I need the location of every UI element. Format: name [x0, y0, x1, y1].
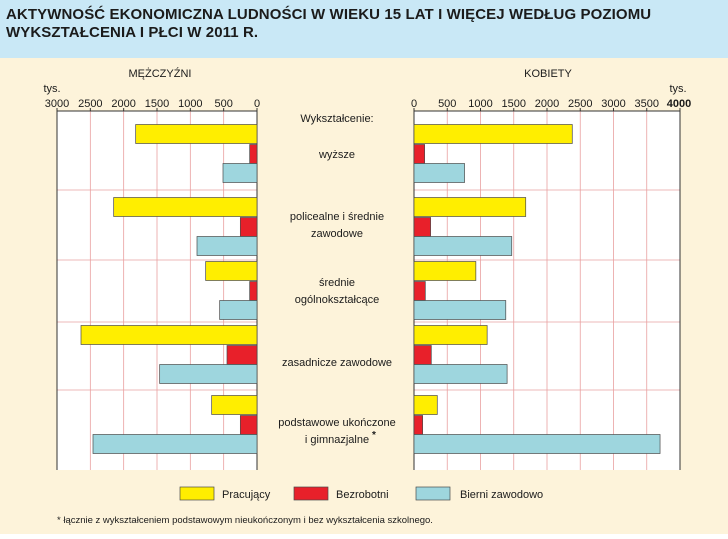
- legend-label-bezrobotni: Bezrobotni: [336, 489, 389, 501]
- tick-label-men: 2500: [78, 98, 102, 110]
- bar-men-bezrobotni: [239, 217, 258, 237]
- bar-men-pracujacy: [205, 261, 258, 281]
- tick-label-women: 2000: [535, 98, 559, 110]
- tick-label-men: 0: [254, 98, 260, 110]
- bar-men-bezrobotni: [249, 144, 258, 164]
- bar-women-pracujacy: [413, 395, 438, 415]
- bar-women-bezrobotni: [413, 345, 432, 365]
- bar-men-bierni: [219, 300, 258, 320]
- bar-women-bierni: [413, 300, 507, 320]
- tick-label-men: 1500: [145, 98, 169, 110]
- bar-women-pracujacy: [413, 325, 488, 345]
- category-label: średnie: [319, 277, 355, 289]
- bar-women-bezrobotni: [413, 415, 423, 435]
- axis-unit-men: tys.: [43, 83, 60, 95]
- tick-label-men: 3000: [45, 98, 69, 110]
- legend-swatch-bierni: [415, 486, 451, 501]
- bar-women-bezrobotni: [413, 144, 425, 164]
- footnote: * łącznie z wykształceniem podstawowym n…: [57, 515, 433, 526]
- category-label: zawodowe: [311, 228, 363, 240]
- tick-label-women: 2500: [568, 98, 592, 110]
- tick-label-men: 1000: [178, 98, 202, 110]
- bar-women-bezrobotni: [413, 217, 431, 237]
- bar-men-bierni: [196, 236, 258, 256]
- tick-label-women: 0: [411, 98, 417, 110]
- chart-title-line-1: AKTYWNOŚĆ EKONOMICZNA LUDNOŚCI W WIEKU 1…: [6, 6, 652, 23]
- category-header: Wykształcenie:: [300, 113, 373, 125]
- chart-title-line-2: WYKSZTAŁCENIA I PŁCI W 2011 R.: [6, 24, 259, 41]
- category-label: zasadnicze zawodowe: [282, 357, 392, 369]
- bar-women-bierni: [413, 163, 465, 183]
- bar-women-pracujacy: [413, 124, 573, 144]
- panel-title-women: KOBIETY: [524, 68, 572, 80]
- tick-label-women: 3000: [601, 98, 625, 110]
- tick-label-women: 3500: [635, 98, 659, 110]
- category-label: policealne i średnie: [290, 211, 384, 223]
- legend-swatch-bezrobotni: [293, 486, 329, 501]
- category-label: i gimnazjalne: [305, 434, 369, 446]
- bar-women-bierni: [413, 434, 661, 454]
- axis-unit-women: tys.: [669, 83, 686, 95]
- bar-men-bezrobotni: [239, 415, 258, 435]
- footnote-marker: *: [372, 430, 376, 441]
- bar-men-bezrobotni: [249, 281, 258, 301]
- bar-women-bierni: [413, 364, 508, 384]
- tick-label-women: 1500: [502, 98, 526, 110]
- tick-label-women: 1000: [468, 98, 492, 110]
- bar-women-bierni: [413, 236, 513, 256]
- category-label: podstawowe ukończone: [278, 417, 395, 429]
- tick-label-men: 500: [214, 98, 232, 110]
- bar-women-pracujacy: [413, 197, 527, 217]
- tick-label-women: 4000: [667, 98, 691, 110]
- bar-men-bierni: [222, 163, 258, 183]
- legend-swatch-pracujacy: [179, 486, 215, 501]
- bar-men-pracujacy: [80, 325, 258, 345]
- bar-men-bezrobotni: [226, 345, 258, 365]
- bar-men-pracujacy: [135, 124, 258, 144]
- category-label: ogólnokształcące: [295, 294, 379, 306]
- panel-title-men: MĘŻCZYŹNI: [129, 67, 192, 80]
- category-label: wyższe: [318, 149, 355, 161]
- title-band: AKTYWNOŚĆ EKONOMICZNA LUDNOŚCI W WIEKU 1…: [0, 0, 728, 58]
- bar-men-bierni: [159, 364, 258, 384]
- bar-men-pracujacy: [113, 197, 258, 217]
- legend-label-pracujacy: Pracujący: [222, 489, 271, 501]
- chart-panel: 0 500 1000 1500 2000 2500 3000 0 500 1000 1500 2000…: [0, 58, 728, 534]
- bar-women-pracujacy: [413, 261, 477, 281]
- bar-men-pracujacy: [211, 395, 258, 415]
- tick-label-men: 2000: [111, 98, 135, 110]
- legend-label-bierni: Bierni zawodowo: [460, 489, 543, 501]
- bar-men-bierni: [92, 434, 258, 454]
- tick-label-women: 500: [438, 98, 456, 110]
- chart-svg: 0 500 1000 1500 2000 2500 3000 0 500 1000 1500 2000…: [43, 67, 691, 526]
- bar-women-bezrobotni: [413, 281, 426, 301]
